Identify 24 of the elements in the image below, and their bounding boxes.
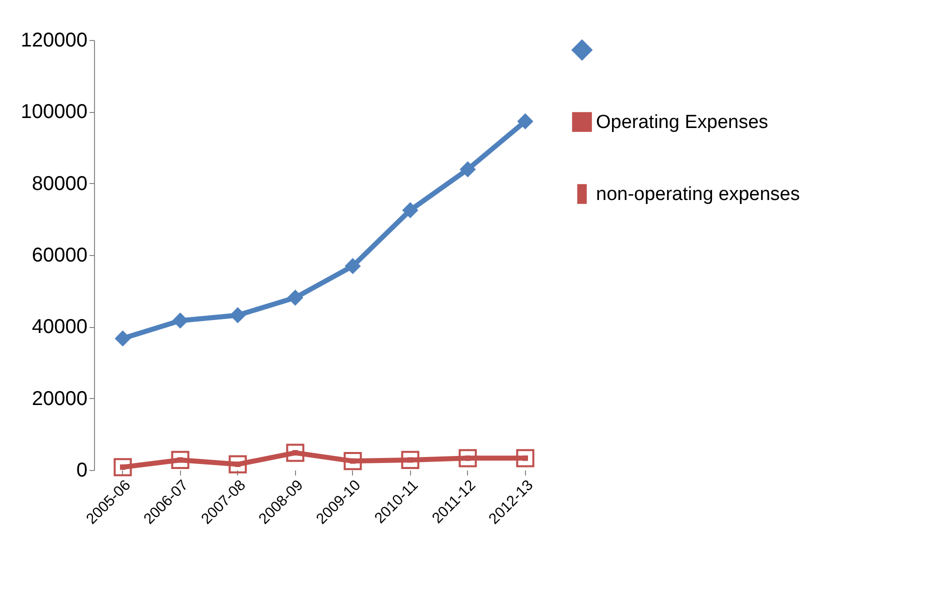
y-tick-label: 120000 — [20, 30, 88, 52]
point — [230, 307, 246, 324]
point — [517, 113, 534, 130]
y-tick-label: 40000 — [32, 316, 88, 338]
y-tick-label: 80000 — [32, 172, 88, 195]
legend-label: non-operating expenses — [596, 184, 800, 205]
y-tick-label: 100000 — [20, 101, 88, 124]
point — [458, 449, 477, 468]
point — [401, 450, 420, 470]
y-tick-label: 0 — [76, 460, 88, 482]
point — [171, 450, 190, 470]
y-tick-label: 60000 — [32, 244, 88, 266]
point — [460, 161, 476, 178]
point — [516, 449, 534, 468]
point — [172, 312, 188, 329]
legend-label: Operating Expenses — [596, 112, 768, 133]
y-tick-label: 20000 — [32, 388, 88, 410]
point — [344, 258, 361, 274]
point — [114, 458, 132, 476]
point — [114, 330, 131, 347]
point — [287, 290, 304, 306]
point — [286, 444, 304, 462]
point — [344, 452, 362, 470]
point — [402, 202, 418, 218]
